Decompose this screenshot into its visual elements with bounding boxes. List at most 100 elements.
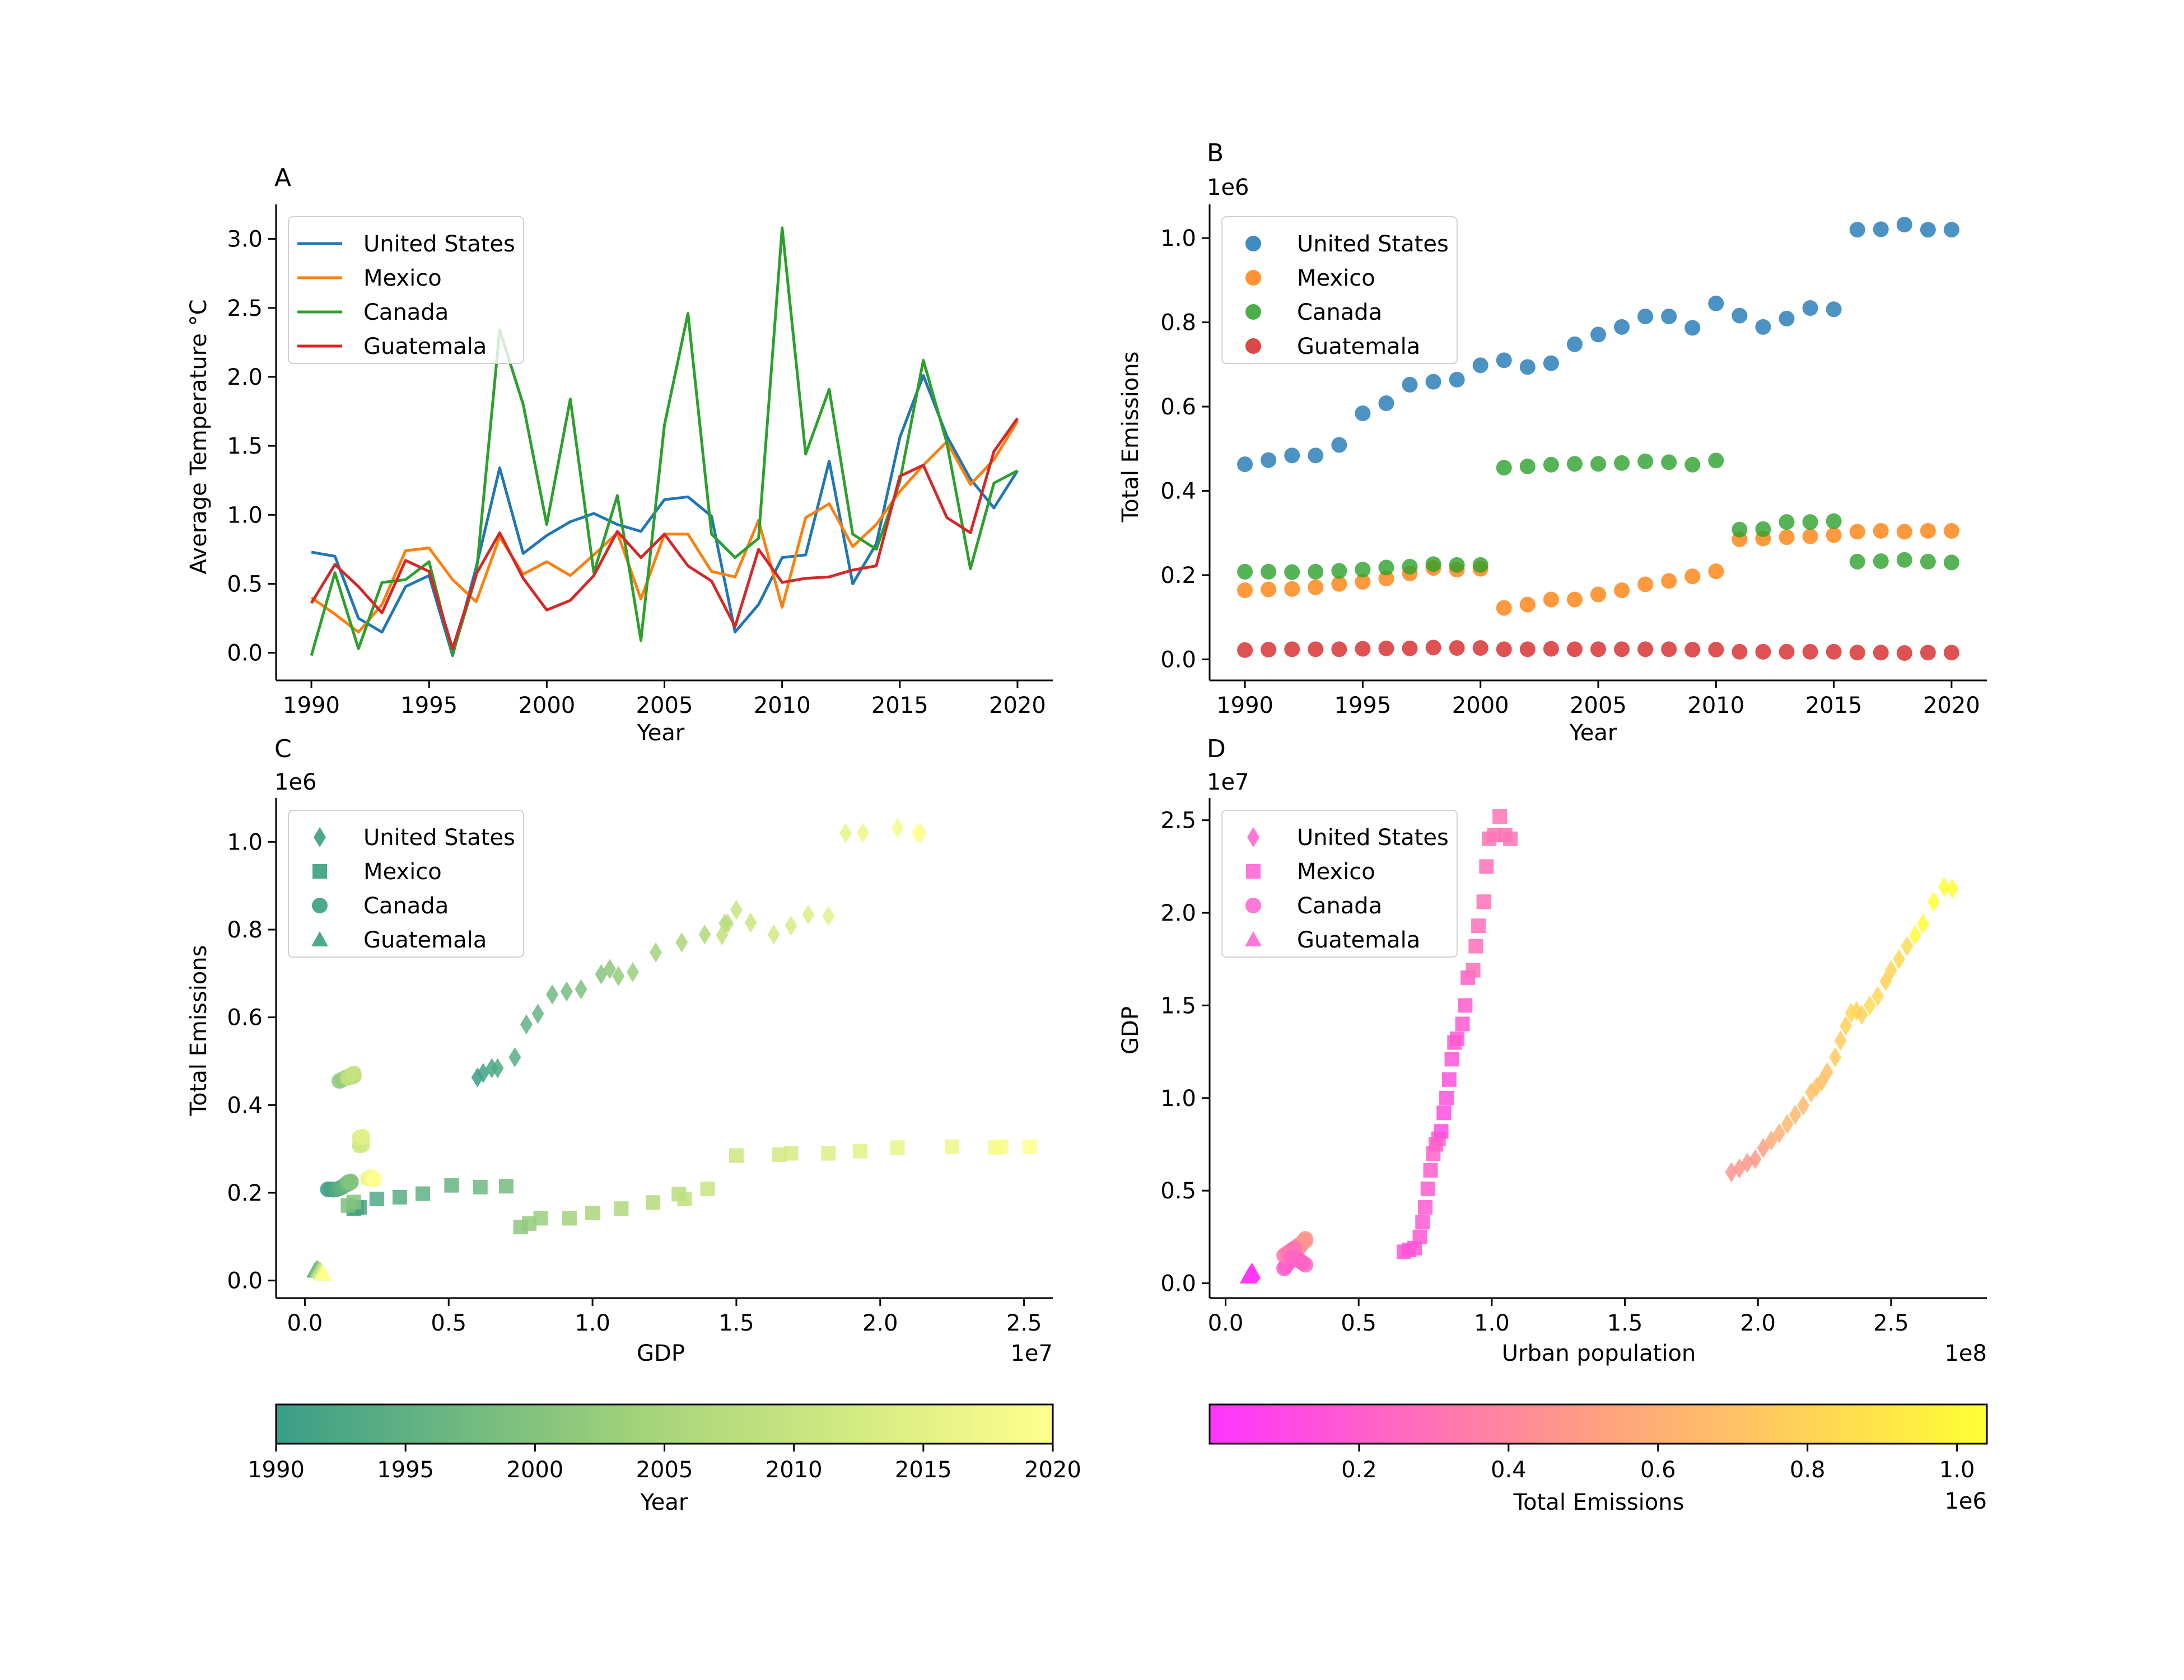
x-tick-label: 2010 xyxy=(1687,693,1744,718)
data-point xyxy=(1821,1062,1833,1082)
data-point xyxy=(1884,960,1897,981)
legend-swatch xyxy=(1246,864,1261,879)
x-axis-label: GDP xyxy=(637,1341,685,1366)
data-point xyxy=(802,904,815,925)
panel-label: B xyxy=(1207,139,1224,167)
data-point xyxy=(1458,998,1473,1013)
data-point xyxy=(1927,892,1940,912)
data-point xyxy=(1943,222,1959,238)
y-tick-label: 0.8 xyxy=(227,917,263,943)
data-point xyxy=(1378,640,1394,656)
data-point xyxy=(1418,1200,1433,1215)
data-point xyxy=(315,1265,332,1281)
panel-label: C xyxy=(274,735,292,763)
y-axis-label: Total Emissions xyxy=(1118,352,1144,523)
legend: United States Mexico Canada Guatemala xyxy=(1221,810,1458,958)
data-point xyxy=(1261,563,1277,580)
data-point xyxy=(1920,522,1936,539)
data-point xyxy=(1802,514,1818,530)
x-axis-label: Year xyxy=(1569,720,1617,746)
data-point xyxy=(1849,645,1865,661)
legend-label: Guatemala xyxy=(363,927,487,953)
panel-a: A 1990 1995 2000 2005 2010 2015 2020 0.0 0.5 1.0… xyxy=(186,164,1053,746)
colorbar-tick-label: 1995 xyxy=(377,1457,434,1483)
y-tick-label: 0.2 xyxy=(1160,563,1196,589)
data-point xyxy=(1637,309,1654,325)
legend-label: Canada xyxy=(1297,893,1382,919)
data-point xyxy=(1938,876,1950,897)
data-point xyxy=(1479,859,1494,874)
data-point xyxy=(698,924,711,945)
x-tick-label: 1990 xyxy=(1216,693,1273,718)
data-point xyxy=(1765,1130,1777,1151)
data-point xyxy=(1298,1257,1314,1273)
colorbar-tick-label: 0.2 xyxy=(1341,1457,1377,1483)
data-point xyxy=(1802,528,1818,544)
x-tick-label: 1995 xyxy=(1334,693,1391,718)
legend-swatch xyxy=(312,864,327,879)
legend-swatch xyxy=(312,898,328,913)
data-point xyxy=(1543,456,1559,473)
data-point xyxy=(1708,563,1724,580)
data-point xyxy=(1237,563,1253,580)
data-point xyxy=(1840,1015,1852,1036)
data-point xyxy=(1496,641,1512,657)
colorbar-ticks: 1990 1995 2000 2005 2010 2015 2020 xyxy=(248,1444,1081,1483)
data-point xyxy=(1590,641,1606,657)
data-point xyxy=(1237,456,1253,473)
data-point xyxy=(1896,524,1912,540)
data-point xyxy=(839,823,852,843)
data-point xyxy=(415,1186,430,1201)
data-point xyxy=(603,959,616,979)
data-point xyxy=(1826,643,1842,660)
data-point xyxy=(562,1211,577,1226)
axes-frame xyxy=(1208,798,1987,1299)
y-tick-label: 1.0 xyxy=(227,502,263,528)
data-point xyxy=(1684,568,1701,585)
colorbar-tick-label: 0.6 xyxy=(1640,1457,1676,1483)
legend-label: Mexico xyxy=(1297,859,1375,885)
data-point xyxy=(1378,570,1394,586)
plot-area xyxy=(306,818,1037,1281)
data-point xyxy=(346,1194,361,1210)
data-point xyxy=(1749,1149,1762,1169)
data-point xyxy=(520,1014,533,1035)
x-tick-label: 1.5 xyxy=(718,1310,754,1336)
data-point xyxy=(533,1211,548,1226)
legend-item: United States xyxy=(314,825,515,851)
data-point xyxy=(1872,986,1884,1006)
panel-b: B 1e6 1990 1995 2000 2005 2010 2015 2020 0.00.… xyxy=(1118,139,1987,746)
y-offset-label: 1e6 xyxy=(1207,175,1249,200)
data-point xyxy=(1684,320,1701,336)
colorbar-tick-label: 2005 xyxy=(636,1457,693,1483)
y-axis-ticks: 0.0 0.2 0.4 0.6 0.8 1.0 xyxy=(1160,226,1210,673)
data-point xyxy=(1849,524,1865,540)
data-point xyxy=(343,1174,359,1191)
data-point xyxy=(531,1004,544,1024)
data-point xyxy=(1849,553,1865,570)
x-tick-label: 2.0 xyxy=(1740,1310,1776,1336)
x-tick-label: 2015 xyxy=(871,693,928,718)
x-tick-label: 2020 xyxy=(1923,693,1980,718)
data-point xyxy=(1916,913,1929,934)
data-point xyxy=(1436,1105,1452,1121)
data-point xyxy=(729,1148,744,1163)
legend-swatch xyxy=(1245,338,1261,354)
data-point xyxy=(1308,447,1324,464)
x-tick-label: 0.5 xyxy=(431,1310,466,1336)
x-axis-label: Year xyxy=(637,720,685,746)
x-tick-label: 2.5 xyxy=(1006,1310,1042,1336)
x-tick-label: 2010 xyxy=(754,693,811,718)
series-line-guatemala xyxy=(310,417,1019,650)
legend-swatch xyxy=(311,931,328,946)
data-point xyxy=(1543,355,1559,371)
data-point xyxy=(1471,918,1486,934)
x-tick-label: 1.0 xyxy=(575,1310,610,1336)
y-tick-label: 0.0 xyxy=(1160,1271,1196,1297)
legend-item: United States xyxy=(1247,825,1449,851)
data-point xyxy=(1896,217,1912,233)
data-point xyxy=(1943,522,1959,539)
y-tick-label: 2.0 xyxy=(227,365,263,390)
x-tick-label: 1.0 xyxy=(1474,1310,1510,1336)
